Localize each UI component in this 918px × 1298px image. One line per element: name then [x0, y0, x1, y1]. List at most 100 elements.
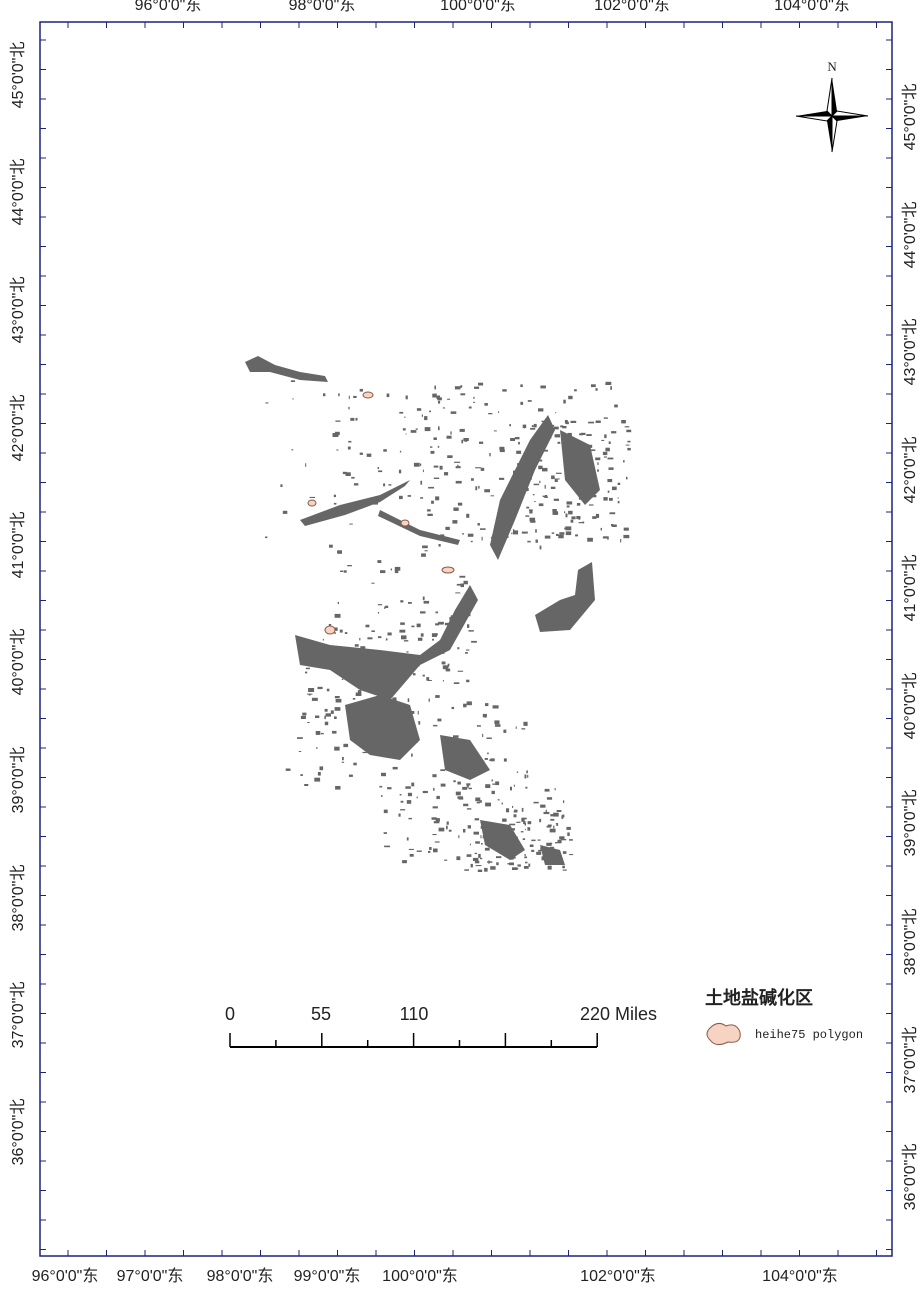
speckle [610, 386, 612, 390]
speckle [463, 703, 467, 708]
speckle [400, 809, 406, 811]
speckle [565, 447, 568, 450]
scale-label: 110 [400, 1004, 429, 1024]
speckle [401, 635, 407, 640]
speckle [609, 497, 613, 501]
left-coord-label: 43°0'0"北 [9, 277, 27, 344]
speckle [522, 838, 526, 840]
speckle [385, 638, 388, 641]
speckle [456, 856, 461, 861]
speckle [280, 484, 283, 487]
speckle [474, 386, 480, 389]
speckle [557, 441, 561, 444]
speckle [523, 821, 526, 825]
speckle [302, 712, 307, 716]
speckle [494, 525, 499, 529]
speckle [433, 724, 438, 727]
speckle [513, 835, 515, 838]
speckle [445, 526, 450, 530]
speckle [322, 638, 324, 641]
speckle [527, 774, 529, 778]
speckle [444, 472, 449, 476]
speckle [334, 746, 340, 751]
speckle [530, 427, 536, 430]
speckle [525, 861, 528, 864]
speckle [400, 600, 404, 603]
speckle [436, 395, 440, 400]
speckle [492, 705, 499, 709]
speckle [427, 680, 432, 681]
speckle [424, 416, 428, 421]
speckle [465, 652, 468, 654]
speckle [516, 450, 522, 454]
speckle [571, 516, 576, 520]
speckle [514, 437, 520, 440]
speckle [512, 867, 518, 870]
left-coord-label: 40°0'0"北 [9, 629, 27, 696]
speckle [330, 710, 334, 714]
speckle [473, 831, 479, 835]
salinization-areas [245, 356, 632, 872]
speckle [405, 786, 411, 789]
speckle [488, 413, 493, 415]
speckle [513, 470, 516, 474]
speckle [434, 841, 440, 843]
speckle [564, 440, 567, 443]
speckle [498, 411, 500, 413]
speckle [477, 523, 480, 526]
speckle [377, 612, 380, 614]
speckle [527, 400, 532, 402]
speckle [384, 845, 390, 848]
speckle [463, 438, 469, 442]
speckle [383, 483, 386, 487]
speckle [342, 471, 347, 475]
speckle [603, 497, 608, 501]
speckle [563, 399, 566, 404]
speckle [509, 862, 514, 866]
speckle [420, 463, 422, 466]
speckle [538, 465, 543, 470]
speckle [493, 430, 497, 432]
speckle [521, 531, 528, 534]
speckle [566, 505, 570, 508]
speckle [591, 384, 596, 388]
speckle [446, 821, 449, 825]
speckle [487, 752, 489, 755]
speckle [544, 496, 549, 498]
speckle [468, 787, 472, 790]
speckle [384, 710, 389, 715]
speckle [334, 632, 336, 634]
speckle [457, 502, 463, 506]
speckle [492, 841, 497, 845]
speckle [435, 818, 440, 822]
speckle [592, 495, 597, 498]
speckle [396, 683, 402, 686]
speckle [558, 477, 560, 480]
speckle [500, 824, 505, 826]
speckle [480, 528, 486, 530]
north-arrow: N [795, 59, 869, 153]
speckle [439, 465, 443, 470]
speckle [324, 715, 326, 720]
speckle [462, 533, 464, 535]
speckle [565, 526, 572, 531]
top-coord-label: 104°0'0"东 [774, 0, 850, 14]
speckle [479, 800, 482, 803]
speckle [511, 828, 515, 831]
speckle [603, 417, 608, 419]
speckle [308, 688, 315, 692]
speckle [515, 868, 519, 870]
speckle [466, 761, 469, 764]
speckle [457, 464, 459, 466]
speckle [513, 814, 517, 818]
speckle [422, 596, 425, 601]
speckle [334, 707, 341, 711]
speckle [579, 433, 583, 436]
speckle [556, 823, 559, 826]
speckle [353, 483, 359, 486]
speckle [513, 810, 518, 813]
speckle [460, 385, 463, 388]
speckle [407, 672, 410, 677]
speckle [558, 534, 564, 539]
bottom-coord-label: 97°0'0"东 [117, 1267, 184, 1285]
